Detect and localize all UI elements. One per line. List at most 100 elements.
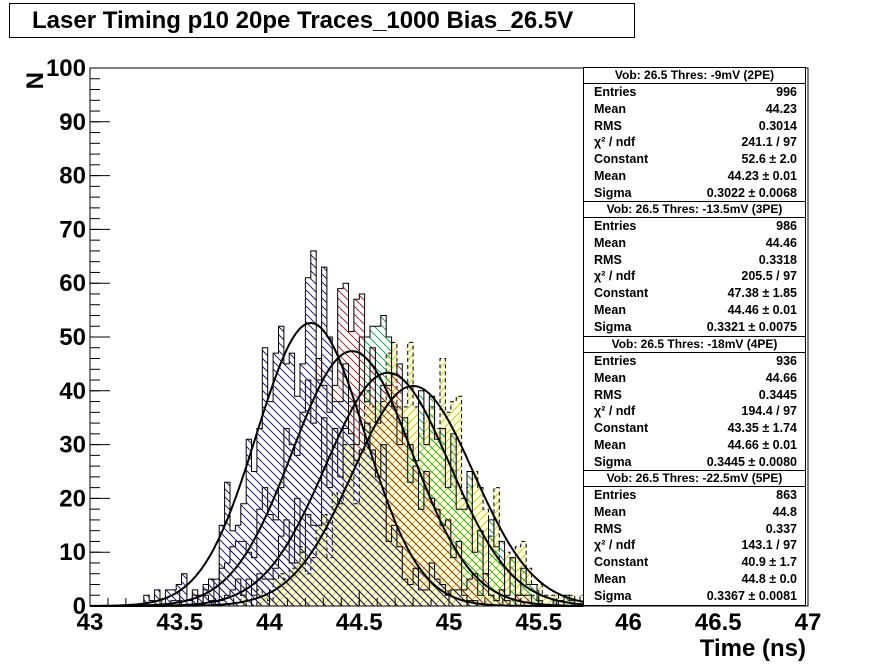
- histogram-bin: [477, 595, 484, 606]
- stats-row: χ² / ndf 205.5 / 97: [584, 268, 805, 285]
- stats-value: 0.337: [765, 521, 797, 536]
- stats-row: Constant 52.6 ± 2.0: [584, 151, 805, 168]
- histogram-bin: [337, 401, 344, 606]
- stats-label: Constant: [594, 286, 649, 301]
- stats-value: 44.8 ± 0.0: [741, 571, 797, 586]
- histogram-bin: [391, 525, 397, 606]
- histogram-bin: [472, 573, 478, 606]
- stats-label: RMS: [594, 252, 622, 267]
- histogram-bin: [440, 525, 446, 606]
- histogram-bin: [440, 428, 446, 606]
- stats-row: Constant 47.38 ± 1.85: [584, 285, 805, 302]
- histogram-bin: [278, 326, 284, 606]
- histogram-bin: [402, 579, 408, 606]
- stats-label: Mean: [594, 571, 626, 586]
- histogram-bin: [531, 584, 537, 606]
- stats-label: Mean: [594, 437, 626, 452]
- stats-value: 44.46: [765, 235, 797, 250]
- histogram-bin: [375, 476, 381, 606]
- histogram-bin: [197, 595, 204, 606]
- histogram-bin: [477, 530, 484, 606]
- y-tick-label: 70: [59, 216, 86, 243]
- histogram-bin: [440, 584, 446, 606]
- stats-row: χ² / ndf 241.1 / 97: [584, 134, 805, 151]
- stats-value: 44.66: [765, 370, 797, 385]
- histogram-bin: [472, 471, 478, 606]
- y-tick-label: 0: [73, 593, 86, 620]
- stats-row: Mean 44.46: [584, 235, 805, 252]
- y-tick-label: 10: [59, 539, 86, 566]
- histogram-bin: [219, 525, 225, 606]
- histogram-bin: [547, 595, 554, 606]
- y-axis-title: N: [22, 72, 49, 89]
- stats-label: RMS: [594, 118, 622, 133]
- stats-row: Entries 863: [584, 487, 805, 504]
- histogram-bin: [445, 519, 451, 606]
- histogram-bin: [450, 557, 457, 606]
- histogram-bin: [380, 444, 387, 606]
- histogram-bin: [192, 595, 198, 606]
- histogram-bin: [488, 595, 494, 606]
- stats-value: 44.23 ± 0.01: [727, 168, 797, 183]
- histogram-bin: [396, 363, 403, 606]
- histogram-bin: [407, 482, 414, 606]
- histogram-bin: [316, 380, 322, 606]
- histogram-bin: [256, 428, 263, 606]
- histogram-bin: [418, 509, 424, 606]
- histogram-bin: [493, 600, 500, 606]
- histogram-bin: [553, 600, 559, 606]
- stats-row: χ² / ndf 143.1 / 97: [584, 537, 805, 554]
- stats-value: 44.66 ± 0.01: [727, 437, 797, 452]
- stats-label: Entries: [594, 219, 637, 233]
- histogram-bin: [154, 589, 160, 606]
- stats-label: Mean: [594, 235, 626, 250]
- stats-box-5pe: Vob: 26.5 Thres: -22.5mV (5PE) Entries 863…: [583, 470, 806, 606]
- stats-box-4pe: Vob: 26.5 Thres: -18mV (4PE) Entries 936 Me…: [583, 336, 806, 472]
- fit-curve-3pe: [90, 350, 584, 607]
- histogram-bin: [504, 600, 510, 606]
- stats-row: Sigma 0.3022 ± 0.0068: [584, 185, 805, 202]
- histogram-bin: [230, 530, 236, 606]
- y-tick-label: 30: [59, 432, 86, 459]
- histogram-bin: [294, 396, 300, 606]
- stats-value: 205.5 / 97: [741, 269, 797, 284]
- histogram-bin: [429, 563, 435, 606]
- histogram-bin: [526, 595, 532, 606]
- histogram-bin: [359, 450, 365, 606]
- y-tick-label: 90: [59, 109, 86, 136]
- histogram-bin: [273, 353, 279, 606]
- y-tick-label: 60: [59, 270, 86, 297]
- histogram-bin: [370, 450, 376, 606]
- stats-value: 47.38 ± 1.85: [727, 286, 797, 301]
- stats-row: Entries 986: [584, 218, 805, 235]
- y-tick-label: 80: [59, 163, 86, 190]
- histogram-bin: [445, 595, 451, 606]
- histogram-bin: [429, 498, 435, 606]
- stats-value: 0.3321 ± 0.0075: [706, 319, 797, 334]
- stats-row: Sigma 0.3445 ± 0.0080: [584, 454, 805, 471]
- stats-value: 936: [776, 354, 797, 368]
- stats-label: Mean: [594, 168, 626, 183]
- histogram-bin: [396, 546, 403, 606]
- histogram-bin: [520, 568, 527, 606]
- histogram-bin: [332, 401, 338, 606]
- x-tick-label: 46.5: [695, 609, 742, 636]
- stats-value: 0.3445 ± 0.0080: [706, 454, 797, 469]
- stats-value: 986: [776, 219, 797, 233]
- chart-title: Laser Timing p10 20pe Traces_1000 Bias_2…: [9, 3, 635, 38]
- histogram-bin: [483, 573, 489, 606]
- histogram-bin: [515, 546, 521, 606]
- histogram-bin: [483, 509, 489, 606]
- histogram-bin: [563, 595, 570, 606]
- y-tick-label: 40: [59, 378, 86, 405]
- stats-label: Entries: [594, 354, 637, 368]
- histogram-bin: [456, 396, 462, 606]
- stats-label: Constant: [594, 421, 649, 436]
- histogram-bin: [467, 600, 473, 606]
- histogram-bin: [289, 353, 295, 606]
- histogram-bin: [461, 509, 467, 606]
- histogram-bin: [203, 584, 209, 606]
- stats-label: χ² / ndf: [594, 135, 636, 150]
- stats-label: Mean: [594, 101, 626, 116]
- stats-row: Mean 44.8 ± 0.0: [584, 571, 805, 588]
